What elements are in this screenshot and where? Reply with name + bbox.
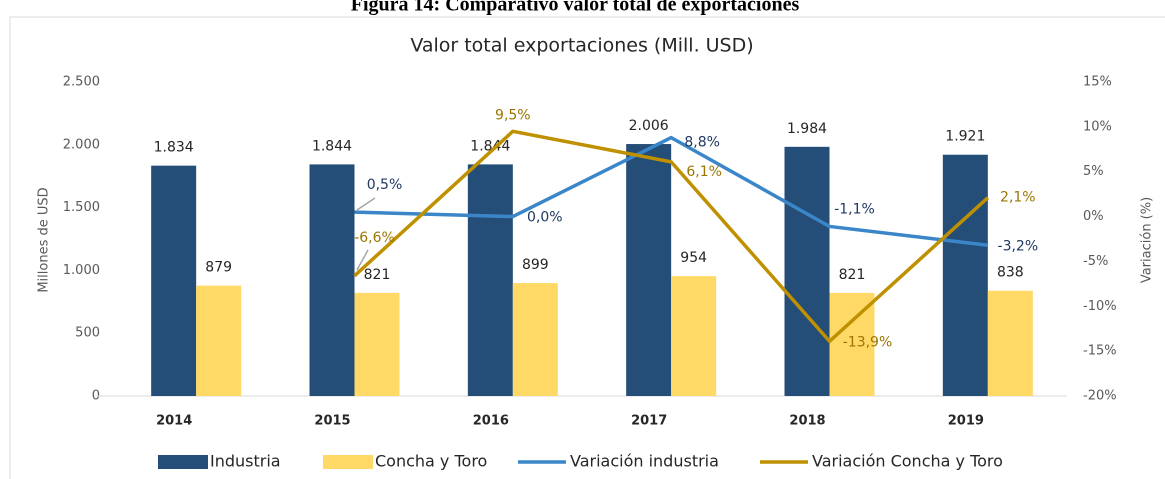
x-tick-label: 2014 [156,414,192,429]
bar [942,154,988,396]
bar-label: 2.006 [629,118,669,134]
bar-label: 1.834 [154,140,194,156]
y2-tick-label: -15% [1083,344,1117,359]
bar [196,285,242,396]
x-tick-label: 2017 [631,414,667,429]
line-label: 2,1% [1000,190,1036,206]
line-label: -6,6% [354,230,395,246]
y2-tick-label: -10% [1083,299,1117,314]
bar-label: 954 [680,250,707,266]
bar [512,283,558,396]
leader-line [356,197,376,211]
line-label: 8,8% [684,135,720,151]
bar-label: 879 [205,260,232,276]
bar-label: 821 [364,267,391,283]
y2-axis-label: Variación (%) [1140,197,1155,283]
bar-label: 1.844 [312,138,352,154]
y-tick-label: 0 [92,389,100,404]
y2-tick-label: 10% [1083,119,1112,134]
bar-label: 838 [997,265,1024,281]
line-label: -13,9% [843,334,893,350]
y-tick-label: 1.000 [63,263,100,278]
y2-tick-label: 5% [1083,164,1104,179]
figure-title: Figura 14: Comparativo valor total de ex… [351,0,800,16]
legend-label: Variación Concha y Toro [812,452,1003,471]
bar [671,276,717,396]
line-label: 9,5% [495,107,531,123]
legend-swatch [323,455,373,469]
legend-label: Variación industria [570,452,719,471]
x-tick-label: 2018 [789,414,825,429]
bar [626,144,672,396]
line-label: 0,0% [527,210,563,226]
y-tick-label: 500 [75,326,100,341]
x-tick-label: 2015 [314,414,350,429]
bar [987,290,1033,396]
bar [467,164,513,396]
y2-tick-label: -20% [1083,389,1117,404]
y2-tick-label: 15% [1083,75,1112,90]
y-tick-label: 2.500 [63,75,100,90]
line-series [353,129,990,344]
line-label: 0,5% [367,177,403,193]
bar [354,292,400,396]
y2-tick-label: -5% [1083,254,1108,269]
bar-label: 899 [522,257,549,273]
line-label: 6,1% [686,164,722,180]
line-series [354,135,989,248]
leader-line [356,249,369,271]
bar-label: 821 [839,267,866,283]
legend-swatch [158,455,208,469]
bar [309,164,355,396]
legend-label: Concha y Toro [375,452,487,471]
y2-tick-label: 0% [1083,209,1104,224]
y-tick-label: 2.000 [63,137,100,152]
bar-label: 1.921 [945,129,985,145]
bar [151,165,197,396]
line-label: -1,1% [834,201,875,217]
y-tick-label: 1.500 [63,200,100,215]
chart-border [9,16,1165,479]
x-tick-label: 2019 [948,414,984,429]
legend-label: Industria [210,452,281,471]
bar [829,292,875,396]
chart-title: Valor total exportaciones (Mill. USD) [410,35,753,57]
y-axis-label: Millones de USD [37,187,52,292]
bar [784,146,830,396]
bar-label: 1.984 [787,121,827,137]
line-label: -3,2% [998,238,1039,254]
x-tick-label: 2016 [473,414,509,429]
